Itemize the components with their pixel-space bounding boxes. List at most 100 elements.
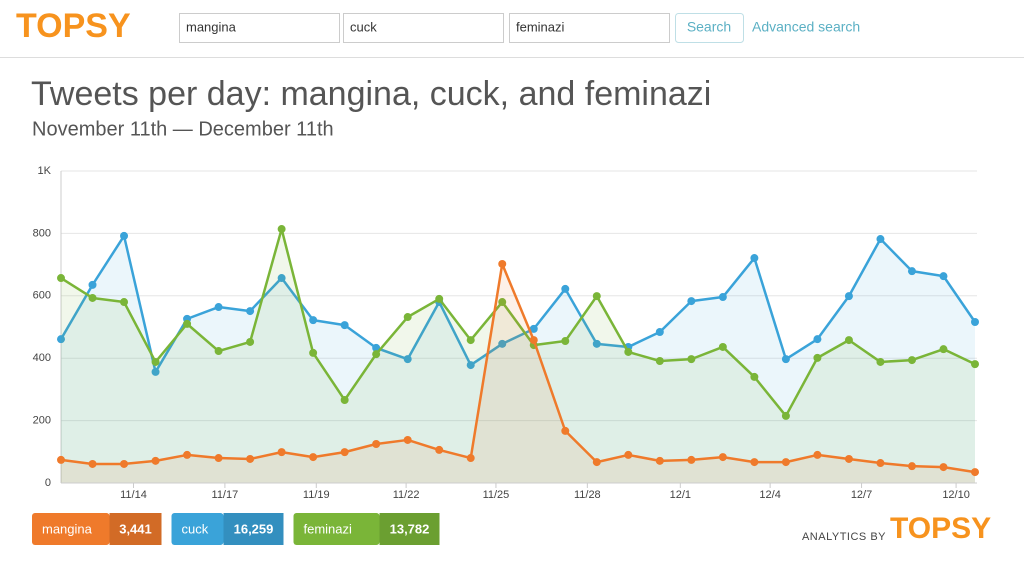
legend-name: feminazi [304, 521, 353, 536]
x-tick-label: 12/10 [942, 489, 970, 501]
footer-logo: TOPSY [890, 512, 991, 545]
data-point [561, 284, 570, 293]
data-point [403, 435, 412, 444]
data-point [592, 339, 601, 348]
data-point [372, 440, 381, 448]
data-point [183, 450, 192, 459]
data-point [340, 321, 349, 330]
y-tick-label: 800 [33, 227, 51, 239]
data-point [120, 459, 129, 468]
data-point [655, 357, 664, 366]
data-point [624, 450, 633, 459]
legend-total-bg [109, 513, 162, 545]
advanced-search-link[interactable]: Advanced search [752, 19, 860, 35]
data-point [813, 450, 822, 459]
data-point [687, 355, 696, 364]
data-point [750, 458, 759, 467]
search-term: mangina [186, 19, 237, 34]
x-tick-label: 12/4 [759, 489, 780, 501]
data-point [592, 458, 601, 467]
y-tick-label: 400 [33, 352, 51, 364]
data-point [277, 274, 286, 283]
data-point [57, 455, 65, 464]
y-tick-label: 0 [45, 477, 51, 489]
data-point [277, 448, 286, 457]
legend-name-bg [171, 513, 224, 545]
data-point [466, 454, 475, 463]
data-point [750, 372, 759, 381]
data-point [214, 303, 223, 312]
logo[interactable]: TOPSY [16, 7, 131, 45]
data-point [403, 313, 412, 322]
data-point [372, 350, 381, 359]
legend-name-bg [32, 513, 110, 545]
data-point [781, 355, 790, 364]
data-point [57, 274, 65, 283]
data-point [120, 298, 129, 307]
data-point [655, 456, 664, 465]
data-point [876, 235, 885, 244]
legend-total: 13,782 [390, 521, 430, 536]
data-point [309, 348, 318, 357]
series-line [60, 262, 976, 474]
footer-prefix: ANALYTICS BY [802, 531, 886, 543]
data-point [214, 347, 223, 356]
data-point [88, 459, 97, 468]
data-point [718, 293, 727, 302]
data-point [561, 426, 570, 435]
series-area [61, 263, 975, 483]
data-point [971, 318, 979, 327]
series-area [61, 229, 975, 483]
data-point [498, 339, 507, 348]
legend-item[interactable]: mangina 3,441 [32, 513, 162, 545]
data-point [939, 345, 948, 354]
data-point [939, 272, 948, 281]
data-point [687, 297, 696, 306]
data-point [592, 292, 601, 301]
y-tick-label: 600 [33, 290, 51, 302]
data-point [246, 307, 255, 316]
data-point [340, 396, 349, 405]
x-tick-label: 12/1 [670, 489, 691, 501]
data-point [529, 336, 538, 345]
data-point [813, 335, 822, 344]
data-point [876, 357, 885, 366]
chart-title: Tweets per day: mangina, cuck, and femin… [31, 75, 711, 113]
data-point [151, 456, 160, 465]
search-term: feminazi [516, 19, 565, 34]
data-point [907, 356, 916, 365]
data-point [624, 347, 633, 356]
search-button-label: Search [687, 19, 731, 35]
search-input[interactable] [509, 13, 670, 43]
data-point [466, 336, 475, 345]
x-tick-label: 11/17 [212, 489, 239, 501]
data-point [435, 445, 444, 454]
chart-subtitle: November 11th — December 11th [32, 118, 334, 140]
search-button[interactable] [675, 13, 744, 43]
legend-total-bg [223, 513, 284, 545]
data-point [876, 459, 885, 468]
data-point [655, 327, 664, 336]
data-point [120, 231, 129, 240]
search-input[interactable] [343, 13, 504, 43]
data-point [340, 448, 349, 457]
data-point [246, 337, 255, 346]
legend-item[interactable]: feminazi 13,782 [293, 513, 440, 545]
data-point [246, 454, 255, 463]
legend-item[interactable]: cuck 16,259 [171, 513, 284, 545]
series-line [60, 227, 976, 418]
x-tick-label: 11/28 [574, 489, 601, 501]
data-point [214, 454, 223, 463]
legend-total-bg [379, 513, 440, 545]
legend-total: 16,259 [234, 521, 274, 536]
search-term: cuck [350, 19, 377, 34]
data-point [971, 468, 979, 477]
data-point [971, 360, 979, 369]
data-point [309, 316, 318, 325]
legend-total: 3,441 [119, 521, 152, 536]
legend-name-bg [293, 513, 380, 545]
data-point [939, 463, 948, 472]
series-area [61, 235, 975, 483]
search-input[interactable] [179, 13, 340, 43]
